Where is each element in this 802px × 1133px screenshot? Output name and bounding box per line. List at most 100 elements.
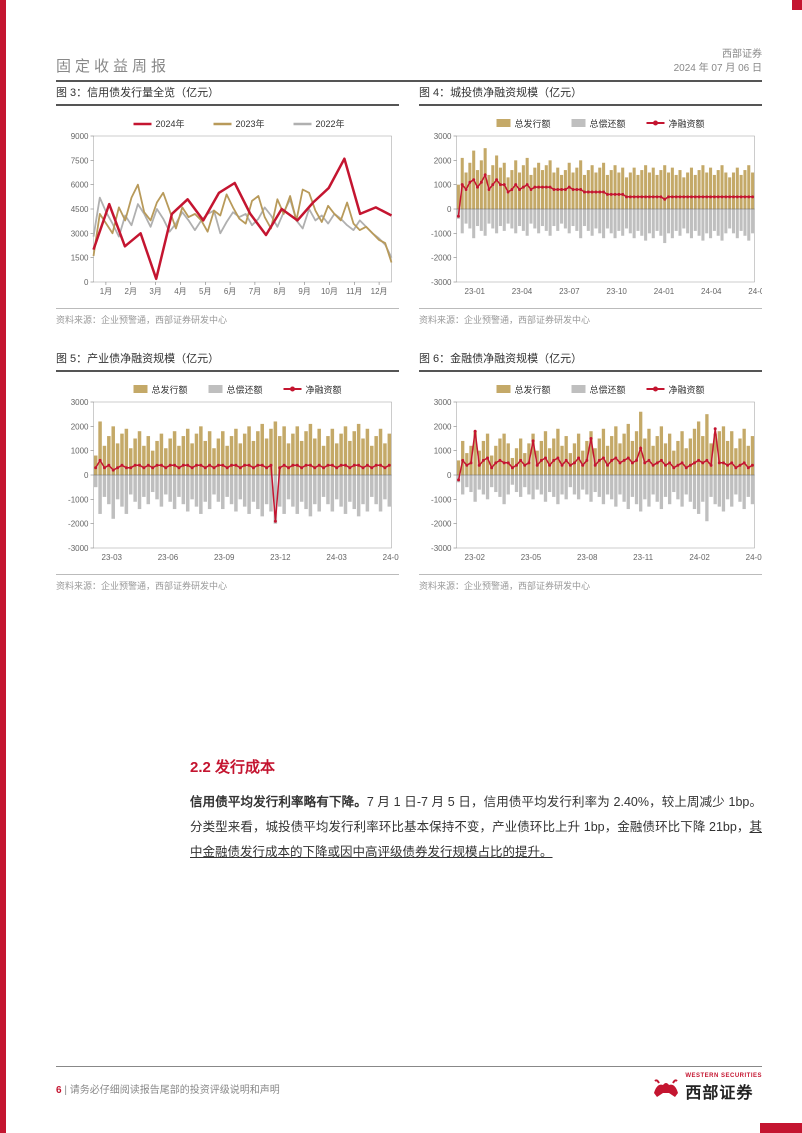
footer-disclaimer: 请务必仔细阅读报告尾部的投资评级说明和声明 bbox=[70, 1085, 280, 1096]
svg-text:1500: 1500 bbox=[71, 254, 89, 263]
svg-text:9000: 9000 bbox=[71, 132, 89, 141]
svg-text:总发行额: 总发行额 bbox=[515, 118, 551, 129]
chart-6-title: 图 6：金融债净融资规模（亿元） bbox=[419, 350, 762, 372]
svg-text:7500: 7500 bbox=[71, 156, 89, 165]
svg-text:9月: 9月 bbox=[298, 287, 310, 296]
svg-text:8月: 8月 bbox=[274, 287, 286, 296]
svg-text:23-03: 23-03 bbox=[102, 553, 123, 562]
svg-text:1月: 1月 bbox=[100, 287, 112, 296]
svg-text:3000: 3000 bbox=[434, 398, 452, 407]
svg-text:-2000: -2000 bbox=[431, 254, 452, 263]
svg-text:23-07: 23-07 bbox=[559, 287, 580, 296]
chart-5-title: 图 5：产业债净融资规模（亿元） bbox=[56, 350, 399, 372]
svg-text:净融资额: 净融资额 bbox=[669, 384, 705, 395]
chart-3-title: 图 3：信用债发行量全览（亿元） bbox=[56, 84, 399, 106]
logo-bull-icon bbox=[651, 1075, 681, 1101]
section-2.2-heading: 2.2 发行成本 bbox=[190, 756, 275, 777]
chart-3-svg: 01500300045006000750090001月2月3月4月5月6月7月8… bbox=[56, 112, 399, 302]
page-footer: 6 | 请务必仔细阅读报告尾部的投资评级说明和声明 WESTERN SECURI… bbox=[56, 1066, 762, 1103]
svg-text:总偿还额: 总偿还额 bbox=[590, 384, 626, 395]
body-bold: 信用债平均发行利率略有下降。 bbox=[190, 795, 367, 809]
chart-5-source: 资料来源：企业预警通，西部证券研发中心 bbox=[56, 574, 399, 592]
svg-text:24-03: 24-03 bbox=[326, 553, 347, 562]
svg-text:23-09: 23-09 bbox=[214, 553, 235, 562]
svg-text:1000: 1000 bbox=[71, 447, 89, 456]
chart-5-block: 图 5：产业债净融资规模（亿元） -3000-2000-100001000200… bbox=[56, 350, 399, 592]
svg-text:3月: 3月 bbox=[149, 287, 161, 296]
svg-text:23-12: 23-12 bbox=[270, 553, 291, 562]
svg-text:24-06: 24-06 bbox=[383, 553, 399, 562]
chart-6-source: 资料来源：企业预警通，西部证券研发中心 bbox=[419, 574, 762, 592]
svg-text:6000: 6000 bbox=[71, 181, 89, 190]
logo-cn: 西部证券 bbox=[685, 1079, 762, 1103]
svg-text:23-05: 23-05 bbox=[521, 553, 542, 562]
svg-text:总发行额: 总发行额 bbox=[515, 384, 551, 395]
chart-5-svg: -3000-2000-10000100020003000总发行额总偿还额净融资额… bbox=[56, 378, 399, 568]
svg-text:2022年: 2022年 bbox=[316, 118, 345, 129]
svg-text:12月: 12月 bbox=[371, 287, 388, 296]
svg-text:23-08: 23-08 bbox=[577, 553, 598, 562]
svg-text:总偿还额: 总偿还额 bbox=[227, 384, 263, 395]
chart-4-svg: -3000 -2000 -1000 0 1000 2000 3000 总发行额 总偿还额 净融资额… bbox=[419, 112, 762, 302]
chart-4-title: 图 4：城投债净融资规模（亿元） bbox=[419, 84, 762, 106]
svg-text:3000: 3000 bbox=[71, 398, 89, 407]
svg-text:-2000: -2000 bbox=[431, 520, 452, 529]
svg-text:11月: 11月 bbox=[346, 287, 362, 296]
svg-text:1000: 1000 bbox=[434, 181, 452, 190]
svg-text:7月: 7月 bbox=[249, 287, 261, 296]
logo-text-wrap: WESTERN SECURITIES 西部证券 bbox=[685, 1073, 762, 1103]
svg-text:24-02: 24-02 bbox=[689, 553, 710, 562]
chart-6-block: 图 6：金融债净融资规模（亿元） -3000-2000-100001000200… bbox=[419, 350, 762, 592]
svg-text:4500: 4500 bbox=[71, 205, 89, 214]
svg-text:10月: 10月 bbox=[321, 287, 338, 296]
report-date: 2024 年 07 月 06 日 bbox=[674, 62, 762, 76]
svg-text:23-06: 23-06 bbox=[158, 553, 179, 562]
svg-text:23-02: 23-02 bbox=[465, 553, 486, 562]
svg-text:0: 0 bbox=[84, 278, 89, 287]
svg-text:24-01: 24-01 bbox=[654, 287, 675, 296]
top-right-corner-mark bbox=[792, 0, 802, 10]
svg-text:24-04: 24-04 bbox=[701, 287, 722, 296]
svg-text:净融资额: 净融资额 bbox=[306, 384, 342, 395]
svg-text:-1000: -1000 bbox=[431, 229, 452, 238]
svg-text:0: 0 bbox=[447, 205, 452, 214]
svg-text:2023年: 2023年 bbox=[236, 118, 265, 129]
svg-text:总发行额: 总发行额 bbox=[152, 384, 188, 395]
svg-text:23-01: 23-01 bbox=[465, 287, 486, 296]
svg-text:23-04: 23-04 bbox=[512, 287, 533, 296]
chart-3-source: 资料来源：企业预警通，西部证券研发中心 bbox=[56, 308, 399, 326]
bottom-right-corner-mark bbox=[760, 1123, 802, 1133]
svg-text:总偿还额: 总偿还额 bbox=[590, 118, 626, 129]
svg-text:2月: 2月 bbox=[125, 287, 137, 296]
svg-text:4月: 4月 bbox=[174, 287, 186, 296]
svg-text:23-10: 23-10 bbox=[606, 287, 627, 296]
svg-text:3000: 3000 bbox=[71, 229, 89, 238]
chart-3-block: 图 3：信用债发行量全览（亿元） 0 1500 3000 4500 6000 7500 90… bbox=[56, 84, 399, 326]
chart-grid: 图 3：信用债发行量全览（亿元） 0 1500 3000 4500 6000 7500 90… bbox=[56, 84, 762, 592]
svg-text:2000: 2000 bbox=[434, 422, 452, 431]
svg-text:23-11: 23-11 bbox=[633, 553, 653, 562]
svg-text:2000: 2000 bbox=[71, 422, 89, 431]
company-name: 西部证券 bbox=[674, 48, 762, 62]
svg-text:-1000: -1000 bbox=[431, 495, 452, 504]
svg-text:24-07: 24-07 bbox=[748, 287, 762, 296]
svg-text:净融资额: 净融资额 bbox=[669, 118, 705, 129]
svg-text:-2000: -2000 bbox=[68, 520, 89, 529]
svg-text:2000: 2000 bbox=[434, 156, 452, 165]
svg-text:1000: 1000 bbox=[434, 447, 452, 456]
svg-text:3000: 3000 bbox=[434, 132, 452, 141]
chart-6-svg: -3000-2000-10000100020003000总发行额总偿还额净融资额… bbox=[419, 378, 762, 568]
left-red-bar bbox=[0, 0, 6, 1133]
svg-text:-3000: -3000 bbox=[68, 544, 89, 553]
section-2.2-body: 信用债平均发行利率略有下降。7 月 1 日-7 月 5 日，信用债平均发行利率为… bbox=[190, 790, 762, 865]
footer-logo: WESTERN SECURITIES 西部证券 bbox=[651, 1073, 762, 1103]
svg-text:0: 0 bbox=[84, 471, 89, 480]
svg-text:2024年: 2024年 bbox=[156, 118, 185, 129]
report-type: 固定收益周报 bbox=[56, 55, 170, 76]
footer-left: 6 | 请务必仔细阅读报告尾部的投资评级说明和声明 bbox=[56, 1081, 280, 1096]
page-header: 固定收益周报 西部证券 2024 年 07 月 06 日 bbox=[56, 48, 762, 82]
svg-text:24-05: 24-05 bbox=[746, 553, 762, 562]
svg-text:5月: 5月 bbox=[199, 287, 211, 296]
svg-text:-3000: -3000 bbox=[431, 278, 452, 287]
header-right: 西部证券 2024 年 07 月 06 日 bbox=[674, 48, 762, 76]
